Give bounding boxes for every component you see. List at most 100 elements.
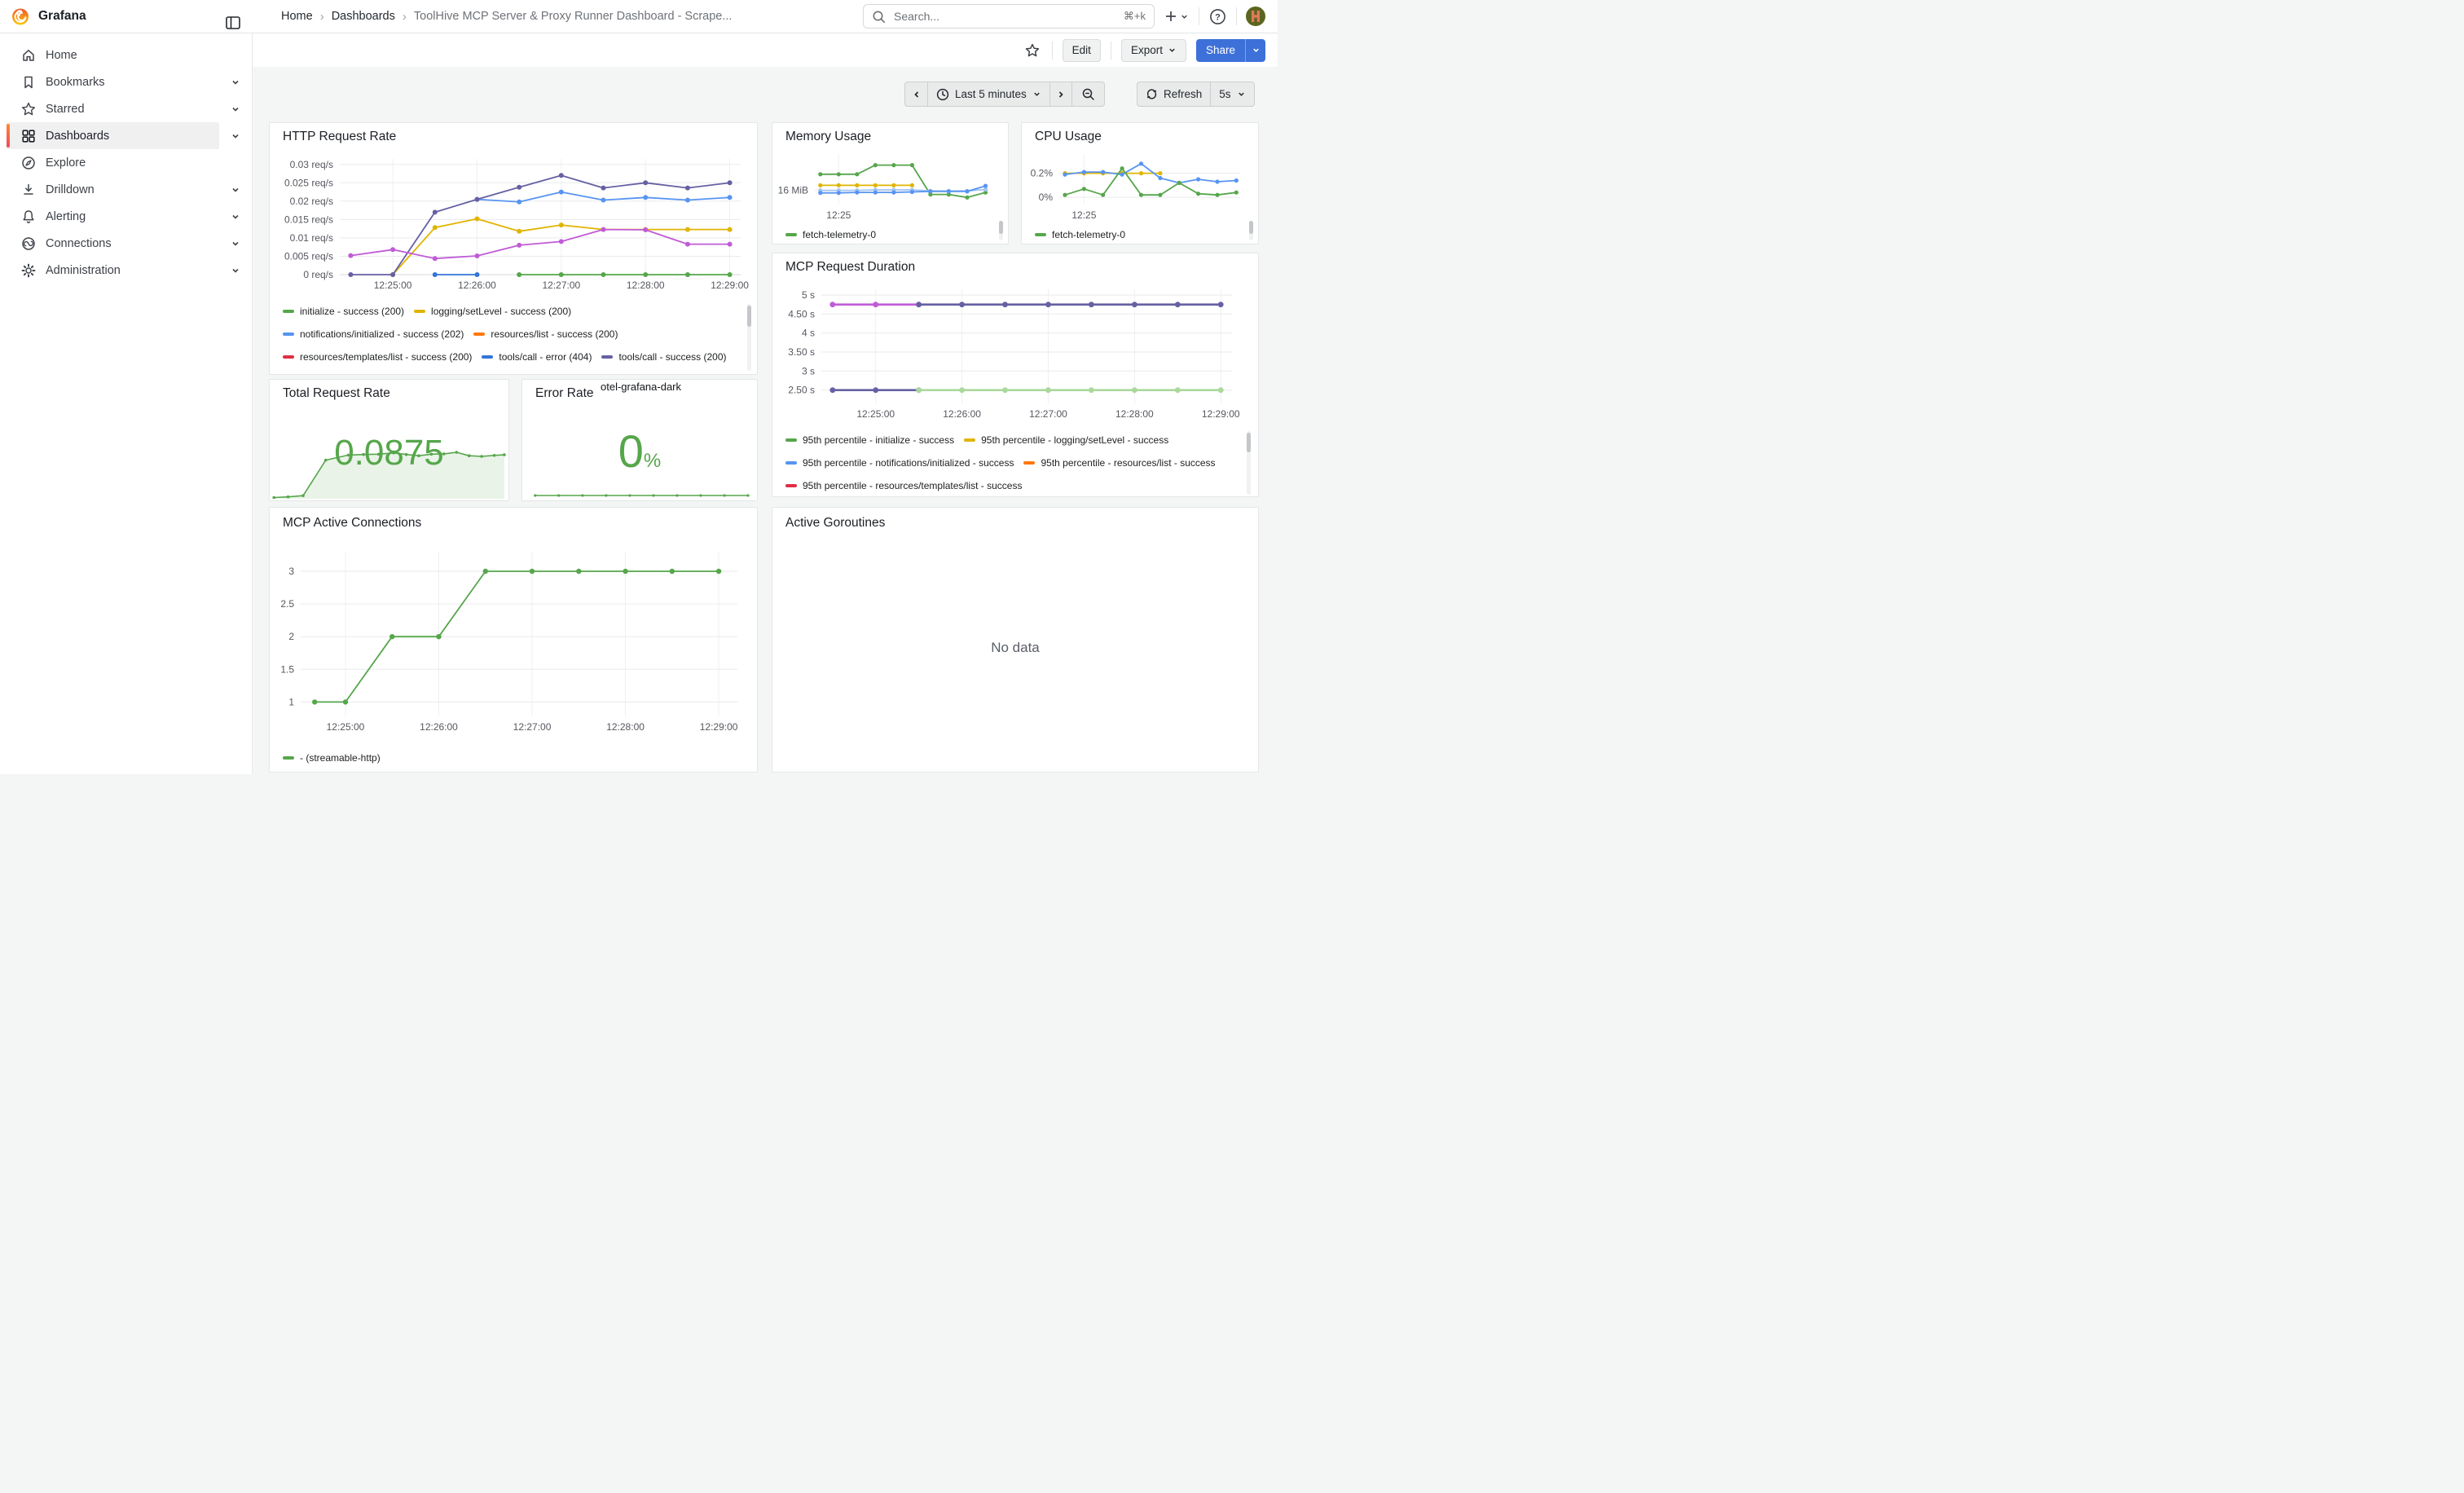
refresh-controls: Refresh 5s xyxy=(1137,81,1255,107)
sidebar-item-drilldown[interactable]: Drilldown xyxy=(0,176,252,203)
refresh-button[interactable]: Refresh xyxy=(1137,82,1210,106)
user-avatar[interactable] xyxy=(1245,6,1266,27)
panel-mcp-request-duration: MCP Request Duration 2.50 s 3 s 3.50 s 4 s 4… xyxy=(772,253,1259,497)
share-dropdown-button[interactable] xyxy=(1245,38,1265,62)
svg-text:1.5: 1.5 xyxy=(280,663,294,675)
sidebar-item-bookmarks[interactable]: Bookmarks xyxy=(0,68,252,95)
legend-item[interactable]: 95th percentile - logging/setLevel - suc… xyxy=(964,433,1168,447)
chevron-down-icon[interactable] xyxy=(219,230,252,257)
legend-item[interactable]: tools/call - success (200) xyxy=(601,350,727,364)
legend-scrollbar-thumb[interactable] xyxy=(1249,221,1253,234)
sidebar-item-administration[interactable]: Administration xyxy=(0,257,252,284)
panel-title[interactable]: Active Goroutines xyxy=(785,516,886,530)
mcp-request-duration-chart[interactable]: 2.50 s 3 s 3.50 s 4 s 4.50 s 5 s 12:25:00 12:26… xyxy=(779,281,1245,426)
panel-title[interactable]: Total Request Rate xyxy=(283,386,390,400)
cpu-usage-chart[interactable]: 0.2% 0% 12:25 xyxy=(1027,148,1248,222)
http-request-rate-chart[interactable]: 0 req/s 0.005 req/s 0.01 req/s 0.015 req/s 0… xyxy=(276,151,752,296)
legend-item[interactable]: 95th percentile - initialize - success xyxy=(785,433,954,447)
legend-item[interactable]: resources/templates/list - success (200) xyxy=(283,350,472,364)
grafana-logo[interactable] xyxy=(11,7,30,26)
panel-title[interactable]: MCP Request Duration xyxy=(785,260,916,274)
panel-title[interactable]: Error Rate xyxy=(535,386,594,400)
breadcrumb-dashboards[interactable]: Dashboards xyxy=(331,10,395,23)
gear-icon xyxy=(20,262,37,279)
connections-icon xyxy=(20,236,37,252)
legend-item[interactable]: 95th percentile - resources/list - succe… xyxy=(1023,456,1216,470)
panel-title[interactable]: CPU Usage xyxy=(1035,130,1102,143)
refresh-interval-dropdown[interactable]: 5s xyxy=(1210,82,1253,106)
legend-item[interactable]: 95th percentile - notifications/initiali… xyxy=(785,456,1014,470)
legend-item[interactable]: fetch-telemetry-0 xyxy=(1035,227,1125,242)
svg-text:12:25:00: 12:25:00 xyxy=(374,280,412,291)
breadcrumb-current: ToolHive MCP Server & Proxy Runner Dashb… xyxy=(413,10,733,23)
sidebar-item-home[interactable]: Home xyxy=(0,42,252,68)
sidebar-item-alerting[interactable]: Alerting xyxy=(0,203,252,230)
svg-text:5 s: 5 s xyxy=(802,289,815,301)
header-right: ⌘+k ? xyxy=(863,4,1278,29)
edit-button[interactable]: Edit xyxy=(1062,38,1101,62)
connections-legend: - (streamable-http) xyxy=(283,749,739,767)
time-range-picker[interactable]: Last 5 minutes xyxy=(927,82,1049,106)
search-input[interactable] xyxy=(892,9,1117,24)
help-icon[interactable]: ? xyxy=(1208,7,1228,27)
sidebar-collapse-icon[interactable] xyxy=(224,14,242,32)
search-box[interactable]: ⌘+k xyxy=(863,4,1155,29)
svg-text:12:26:00: 12:26:00 xyxy=(420,721,458,733)
drilldown-icon xyxy=(20,182,37,198)
chevron-down-icon[interactable] xyxy=(219,122,252,149)
chevron-down-icon xyxy=(1252,48,1259,52)
svg-text:12:28:00: 12:28:00 xyxy=(627,280,665,291)
chevron-down-icon[interactable] xyxy=(219,257,252,284)
legend-item[interactable]: fetch-telemetry-0 xyxy=(785,227,876,242)
legend-item[interactable]: tools/call - error (404) xyxy=(482,350,592,364)
favorite-star-icon[interactable] xyxy=(1023,41,1042,60)
total-request-rate-chart[interactable] xyxy=(271,425,508,500)
svg-text:0.015 req/s: 0.015 req/s xyxy=(284,214,333,225)
legend-scrollbar-thumb[interactable] xyxy=(747,306,751,327)
breadcrumb: Home › Dashboards › ToolHive MCP Server … xyxy=(281,10,732,24)
refresh-icon xyxy=(1146,89,1157,99)
sidebar-item-dashboards[interactable]: Dashboards xyxy=(0,122,252,149)
sidebar-item-starred[interactable]: Starred xyxy=(0,95,252,122)
legend-scrollbar-thumb[interactable] xyxy=(999,221,1003,234)
svg-text:12:25: 12:25 xyxy=(826,209,851,221)
sidebar-item-explore[interactable]: Explore xyxy=(0,149,252,176)
chevron-down-icon[interactable] xyxy=(219,203,252,230)
panel-cpu-usage: CPU Usage 0.2% 0% 12:25 fetch-telemetry-0 xyxy=(1021,122,1259,244)
add-new-button[interactable] xyxy=(1163,8,1190,24)
legend-item[interactable]: notifications/initialized - success (202… xyxy=(283,327,464,341)
svg-text:12:26:00: 12:26:00 xyxy=(458,280,496,291)
share-button[interactable]: Share xyxy=(1195,38,1245,62)
error-rate-sparkline[interactable] xyxy=(529,489,752,499)
legend-scrollbar-thumb[interactable] xyxy=(1247,433,1251,452)
legend-item[interactable]: resources/list - success (200) xyxy=(473,327,618,341)
panel-title[interactable]: Memory Usage xyxy=(785,130,872,143)
total-request-rate-value: 0.0875 xyxy=(334,433,444,473)
legend-item[interactable]: 95th percentile - resources/templates/li… xyxy=(785,478,1022,493)
memory-usage-chart[interactable]: 16 MiB 12:25 xyxy=(777,148,997,222)
chevron-down-icon[interactable] xyxy=(219,176,252,203)
floating-theme-label: otel-grafana-dark xyxy=(601,381,681,393)
breadcrumb-home[interactable]: Home xyxy=(281,10,313,23)
zoom-out-icon[interactable] xyxy=(1071,82,1104,106)
panel-title[interactable]: MCP Active Connections xyxy=(283,516,422,530)
chevron-down-icon xyxy=(1034,92,1040,96)
time-shift-forward-button[interactable] xyxy=(1049,82,1071,106)
chevron-down-icon xyxy=(1238,92,1244,96)
svg-text:2.5: 2.5 xyxy=(280,598,294,610)
time-shift-back-button[interactable] xyxy=(905,82,927,106)
no-data-message: No data xyxy=(991,640,1040,655)
svg-text:12:25:00: 12:25:00 xyxy=(327,721,365,733)
panel-title[interactable]: HTTP Request Rate xyxy=(283,130,397,143)
chevron-down-icon[interactable] xyxy=(219,95,252,122)
mcp-active-connections-chart[interactable]: 1 1.5 2 2.5 3 12:25:00 12:26:00 12:27:00 12:28:0… xyxy=(276,542,752,742)
sidebar-item-connections[interactable]: Connections xyxy=(0,230,252,257)
legend-item[interactable]: initialize - success (200) xyxy=(283,304,404,319)
export-button[interactable]: Export xyxy=(1120,38,1186,62)
svg-text:4 s: 4 s xyxy=(802,328,815,339)
legend-item[interactable]: - (streamable-http) xyxy=(283,751,381,765)
grafana-app: Grafana Home › Dashboards › ToolHive MCP… xyxy=(0,0,1278,774)
legend-item[interactable]: logging/setLevel - success (200) xyxy=(414,304,571,319)
star-icon xyxy=(20,101,37,117)
chevron-down-icon[interactable] xyxy=(219,68,252,95)
